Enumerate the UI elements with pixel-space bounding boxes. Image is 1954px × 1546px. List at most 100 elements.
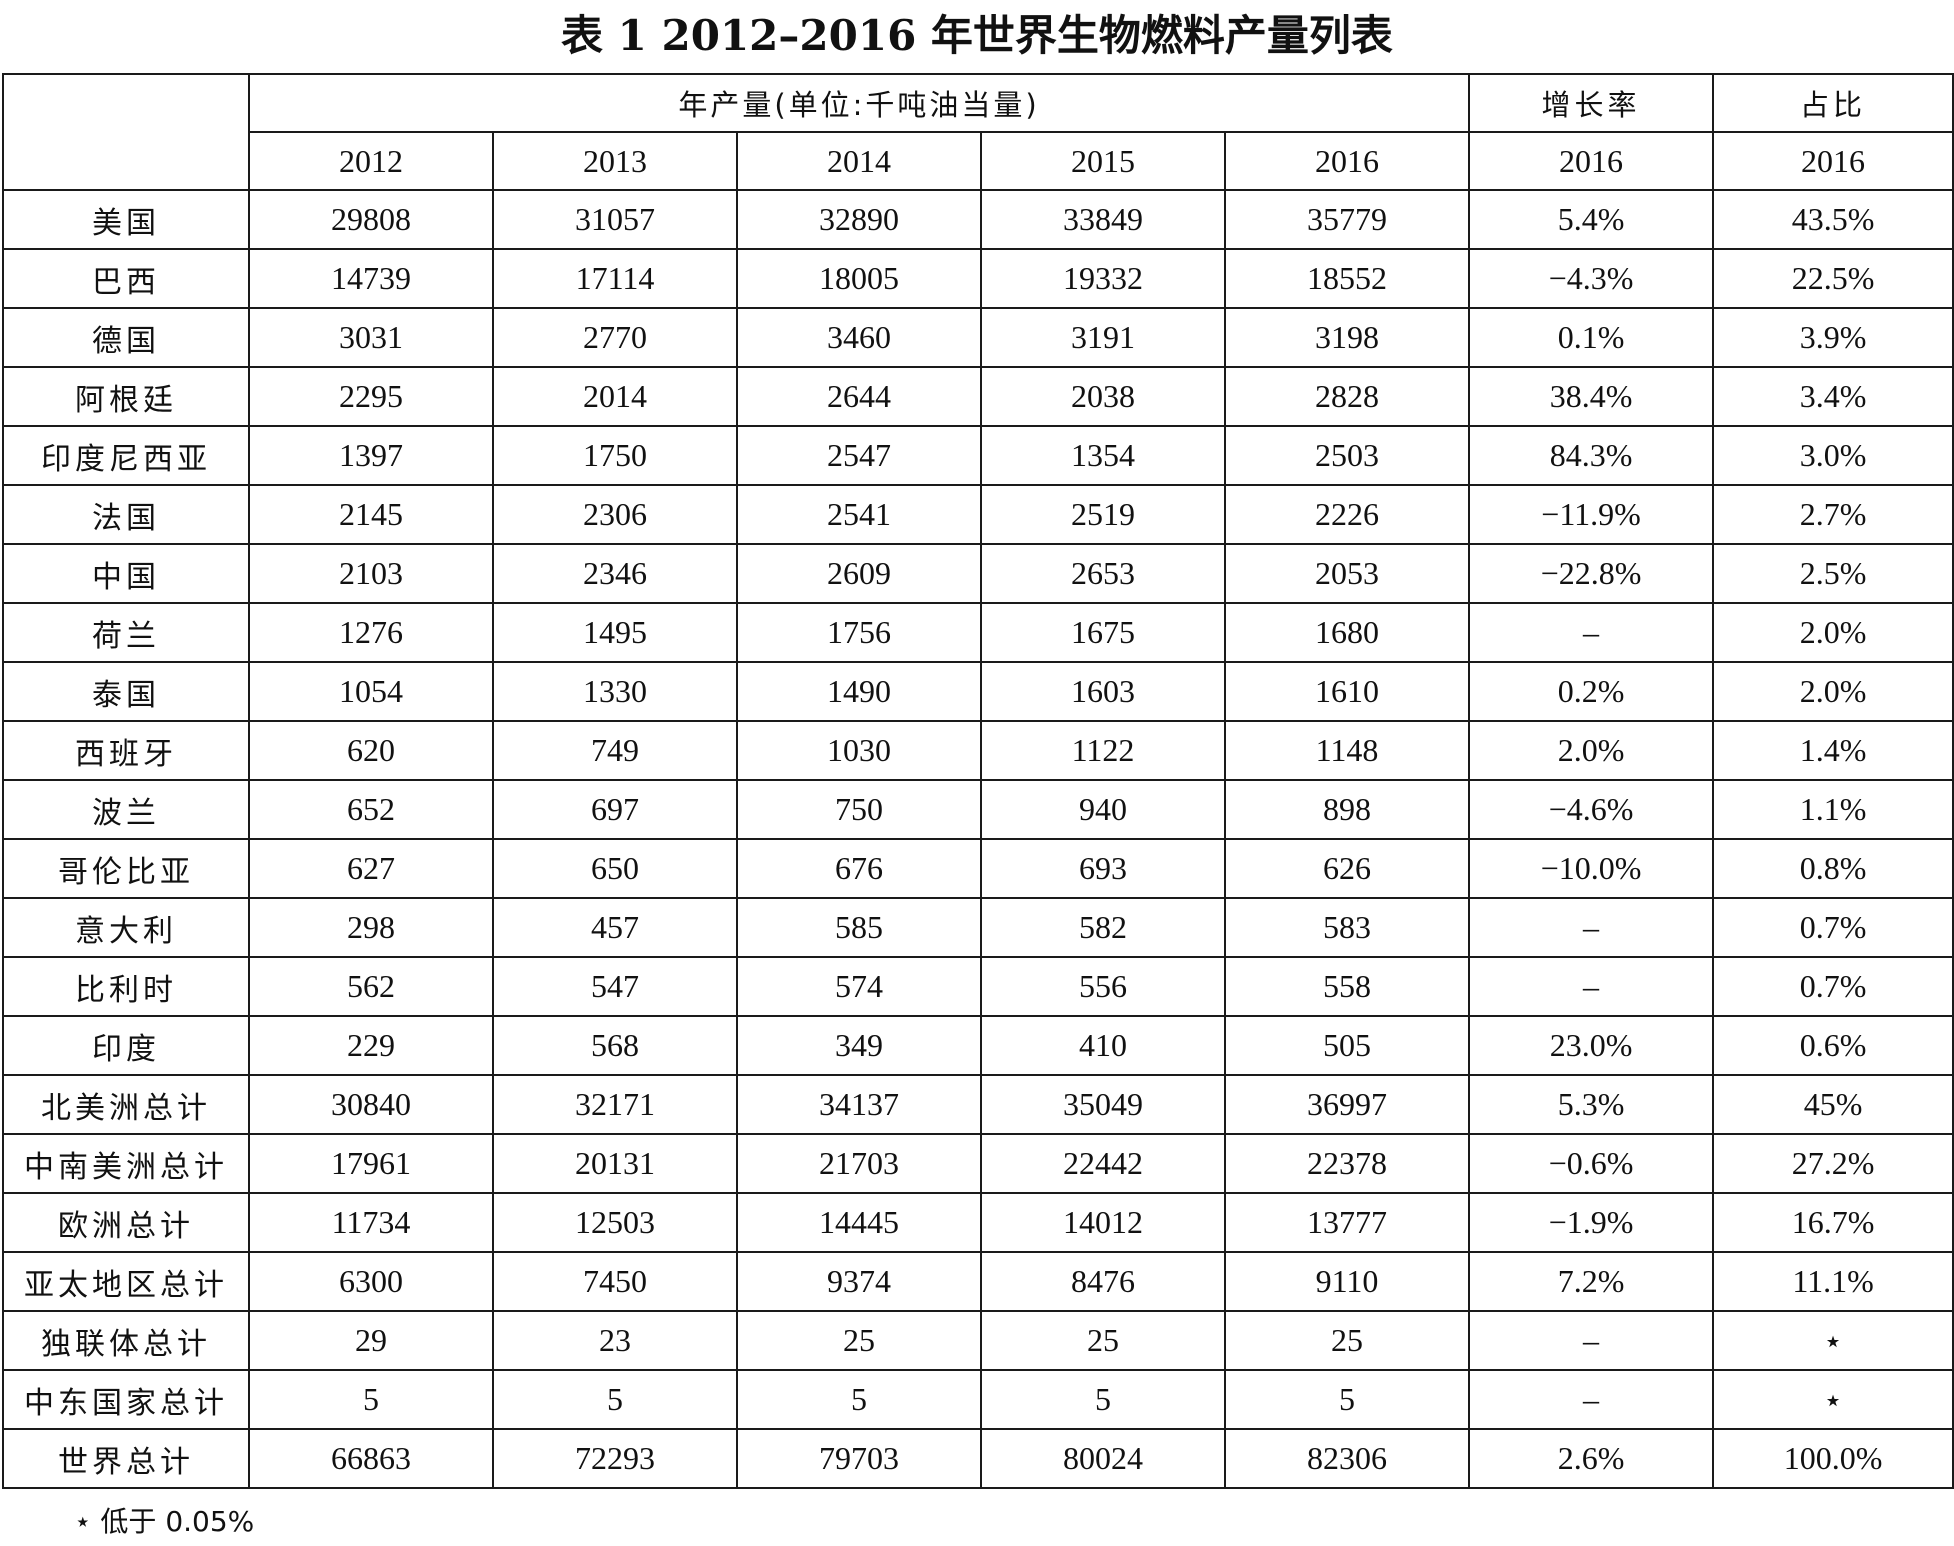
cell-production-2016: 18552 (1223, 248, 1471, 309)
cell-production-2012: 2103 (248, 543, 494, 604)
cell-production-2013: 31057 (492, 189, 738, 250)
cell-production-2012: 2145 (248, 484, 494, 545)
cell-share: 3.9% (1712, 307, 1954, 368)
cell-growth-rate: 0.2% (1468, 661, 1715, 722)
cell-production-2015: 2653 (980, 543, 1226, 604)
table-row: 比利时 562 547 574 556 558–0.7% (2, 956, 1954, 1017)
cell-production-2016: 3198 (1223, 307, 1471, 368)
cell-share: 3.0% (1712, 425, 1954, 486)
cell-production-2015: 14012 (980, 1192, 1226, 1253)
cell-production-2014: 2541 (736, 484, 982, 545)
cell-growth-rate: 5.4% (1468, 189, 1715, 250)
table-row: 中南美洲总计 17961 20131 21703 22442 22378 −0.6% 27.2… (2, 1133, 1954, 1194)
row-region-name: 哥伦比亚 (2, 838, 250, 899)
row-region-name: 世界总计 (2, 1428, 250, 1489)
cell-growth-rate: 23.0% (1468, 1015, 1715, 1076)
cell-production-2016: 25 (1223, 1310, 1471, 1371)
cell-share: 0.7% (1712, 897, 1954, 958)
cell-production-2016: 22378 (1223, 1133, 1471, 1194)
cell-production-2012: 11734 (248, 1192, 494, 1253)
table-row: 世界总计 66863 72293 79703 80024 82306 2.6% 100.0% (2, 1428, 1954, 1489)
table-row: 泰国 1054 1330 1490 1603 1610 0.2% 2.0% (2, 661, 1954, 722)
cell-production-2015: 22442 (980, 1133, 1226, 1194)
cell-production-2014: 2547 (736, 425, 982, 486)
cell-production-2014: 25 (736, 1310, 982, 1371)
cell-production-2012: 1397 (248, 425, 494, 486)
cell-production-2015: 1122 (980, 720, 1226, 781)
table-row: 北美洲总计 30840 32171 34137 35049 36997 5.3% 45% (2, 1074, 1954, 1135)
table-row: 荷兰 1276 1495 1756 1675 1680–2.0% (2, 602, 1954, 663)
table-row: 中东国家总计 5 5 5 5 5– ⋆ (2, 1369, 1954, 1430)
cell-production-2013: 2014 (492, 366, 738, 427)
cell-growth-rate: 2.0% (1468, 720, 1715, 781)
cell-growth-rate: −4.3% (1468, 248, 1715, 309)
cell-production-2013: 749 (492, 720, 738, 781)
cell-production-2016: 626 (1223, 838, 1471, 899)
cell-production-2013: 457 (492, 897, 738, 958)
cell-production-2013: 547 (492, 956, 738, 1017)
cell-share: 22.5% (1712, 248, 1954, 309)
cell-production-2012: 14739 (248, 248, 494, 309)
header-share-label: 占比 (1712, 73, 1954, 133)
cell-production-2013: 12503 (492, 1192, 738, 1253)
cell-production-2013: 2306 (492, 484, 738, 545)
cell-production-2012: 1054 (248, 661, 494, 722)
header-corner-cell (2, 73, 250, 191)
table-row: 欧洲总计 11734 12503 14445 14012 13777 −1.9% 16.7% (2, 1192, 1954, 1253)
table-row: 西班牙 620 749 1030 1122 1148 2.0% 1.4% (2, 720, 1954, 781)
cell-share: 16.7% (1712, 1192, 1954, 1253)
cell-production-2012: 3031 (248, 307, 494, 368)
cell-production-2012: 652 (248, 779, 494, 840)
row-region-name: 印度尼西亚 (2, 425, 250, 486)
cell-growth-rate: – (1468, 602, 1715, 663)
row-region-name: 德国 (2, 307, 250, 368)
cell-production-2016: 558 (1223, 956, 1471, 1017)
cell-production-2014: 79703 (736, 1428, 982, 1489)
share-label-text: 占比 (1800, 88, 1867, 122)
row-region-name: 阿根廷 (2, 366, 250, 427)
cell-production-2016: 505 (1223, 1015, 1471, 1076)
cell-production-2015: 410 (980, 1015, 1226, 1076)
cell-production-2014: 14445 (736, 1192, 982, 1253)
cell-production-2014: 574 (736, 956, 982, 1017)
row-region-name: 中东国家总计 (2, 1369, 250, 1430)
table-row: 美国 29808 31057 32890 33849 35779 5.4% 43.5% (2, 189, 1954, 250)
cell-growth-rate: 84.3% (1468, 425, 1715, 486)
cell-production-2013: 7450 (492, 1251, 738, 1312)
cell-production-2013: 1495 (492, 602, 738, 663)
row-region-name: 法国 (2, 484, 250, 545)
table-body: 美国 29808 31057 32890 33849 35779 5.4% 43.5% 巴西 14… (2, 189, 1954, 1489)
row-region-name: 欧洲总计 (2, 1192, 250, 1253)
table-row: 巴西 14739 17114 18005 19332 18552 −4.3% 22.5% (2, 248, 1954, 309)
cell-production-2014: 21703 (736, 1133, 982, 1194)
cell-production-2012: 29808 (248, 189, 494, 250)
cell-share: 1.1% (1712, 779, 1954, 840)
cell-production-2015: 556 (980, 956, 1226, 1017)
cell-production-2014: 1756 (736, 602, 982, 663)
row-region-name: 独联体总计 (2, 1310, 250, 1371)
header-year-2013: 2013 (492, 131, 738, 191)
cell-production-2014: 349 (736, 1015, 982, 1076)
table-row: 意大利 298 457 585 582 583–0.7% (2, 897, 1954, 958)
cell-production-2015: 2038 (980, 366, 1226, 427)
cell-production-2013: 568 (492, 1015, 738, 1076)
cell-production-2014: 9374 (736, 1251, 982, 1312)
cell-growth-rate: – (1468, 1310, 1715, 1371)
cell-production-2014: 676 (736, 838, 982, 899)
cell-production-2016: 1148 (1223, 720, 1471, 781)
cell-production-2016: 82306 (1223, 1428, 1471, 1489)
cell-production-2015: 1354 (980, 425, 1226, 486)
cell-production-2013: 697 (492, 779, 738, 840)
cell-share: 2.5% (1712, 543, 1954, 604)
cell-growth-rate: – (1468, 897, 1715, 958)
table-row: 波兰 652 697 750 940 898 −4.6% 1.1% (2, 779, 1954, 840)
row-region-name: 中南美洲总计 (2, 1133, 250, 1194)
cell-production-2015: 80024 (980, 1428, 1226, 1489)
cell-growth-rate: −1.9% (1468, 1192, 1715, 1253)
cell-production-2013: 32171 (492, 1074, 738, 1135)
cell-production-2013: 650 (492, 838, 738, 899)
row-region-name: 泰国 (2, 661, 250, 722)
cell-share: ⋆ (1712, 1369, 1954, 1430)
cell-production-2015: 2519 (980, 484, 1226, 545)
